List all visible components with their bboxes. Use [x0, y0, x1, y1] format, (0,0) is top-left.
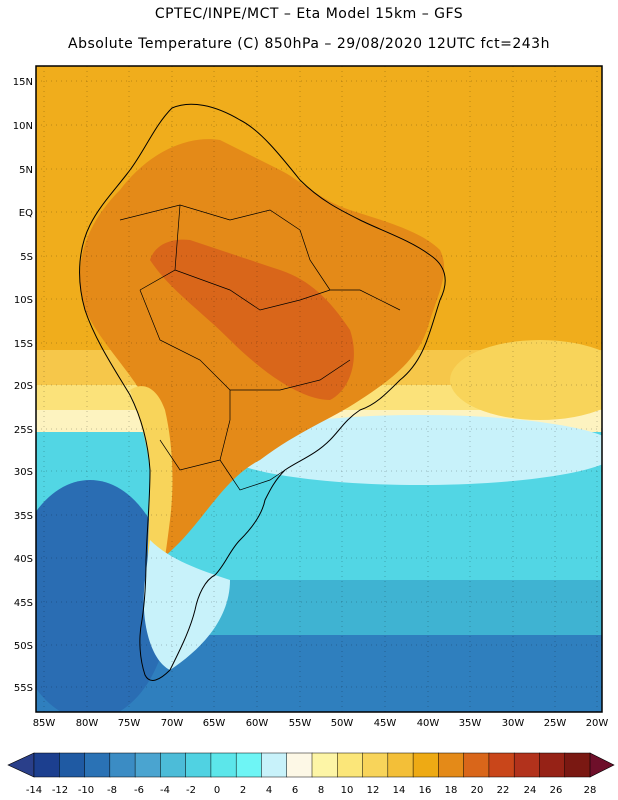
color-bar-swatch [185, 752, 212, 778]
andes-cool-strip [130, 386, 173, 600]
lat-label: 20S [14, 381, 33, 392]
color-bar-swatch [488, 752, 515, 778]
legend-tick: 26 [550, 785, 563, 796]
lon-label: 80W [76, 718, 99, 729]
color-bar-under-arrow [7, 752, 35, 778]
color-bar-legend: -14 -12 -10 -8 -6 -4 -2 0 2 4 6 8 10 12 … [7, 752, 615, 796]
lon-label: 60W [246, 718, 269, 729]
lon-label: 75W [118, 718, 141, 729]
legend-tick: 0 [214, 785, 220, 796]
color-bar-swatch [362, 752, 389, 778]
lat-label: 50S [14, 641, 33, 652]
color-bar-boxes [33, 752, 591, 778]
lat-label: 5S [20, 252, 33, 263]
legend-tick: 22 [497, 785, 510, 796]
legend-tick: 14 [393, 785, 406, 796]
legend-tick: 12 [367, 785, 380, 796]
lon-label: 65W [203, 718, 226, 729]
lat-label: 10S [14, 295, 33, 306]
legend-tick: 10 [341, 785, 354, 796]
south-america-outline [79, 103, 446, 681]
color-bar-swatch [286, 752, 313, 778]
legend-tick: -2 [186, 785, 196, 796]
lat-label: 25S [14, 425, 33, 436]
lat-label: 45S [14, 598, 33, 609]
color-bar-swatch [463, 752, 490, 778]
color-bar-over-arrow [589, 752, 615, 778]
lon-label: 45W [374, 718, 397, 729]
lat-label: 40S [14, 554, 33, 565]
lat-label: EQ [19, 208, 33, 219]
legend-tick: 18 [445, 785, 458, 796]
color-bar-swatch [337, 752, 364, 778]
legend-tick: -10 [78, 785, 94, 796]
color-bar-swatch [33, 752, 60, 778]
lat-label: 30S [14, 467, 33, 478]
lon-label: 35W [459, 718, 482, 729]
color-bar-swatch [210, 752, 237, 778]
color-bar-swatch [564, 752, 591, 778]
legend-tick: 16 [419, 785, 432, 796]
legend-tick: 6 [292, 785, 298, 796]
color-bar-swatch [59, 752, 86, 778]
map-title-line2: Absolute Temperature (C) 850hPa – 29/08/… [68, 36, 550, 52]
field-light-cyan-zone [220, 415, 602, 485]
longitude-axis: 85W 80W 75W 70W 65W 60W 55W 50W 45W 40W … [33, 718, 609, 729]
color-bar-swatch [261, 752, 288, 778]
color-bar-swatch [513, 752, 540, 778]
lon-label: 85W [33, 718, 56, 729]
color-bar-swatch [160, 752, 187, 778]
lon-label: 20W [586, 718, 609, 729]
legend-tick: 2 [240, 785, 246, 796]
lat-label: 15N [13, 77, 33, 88]
latitude-axis: 15N 10N 5N EQ 5S 10S 15S 20S 25S 30S 35S… [13, 77, 33, 694]
color-bar-swatch [412, 752, 439, 778]
temperature-map: 15N 10N 5N EQ 5S 10S 15S 20S 25S 30S 35S… [13, 65, 609, 729]
legend-tick: 4 [266, 785, 272, 796]
lon-label: 25W [544, 718, 567, 729]
legend-tick: -4 [160, 785, 170, 796]
legend-tick: 24 [524, 785, 537, 796]
legend-tick: -12 [52, 785, 68, 796]
color-bar-swatch [109, 752, 136, 778]
color-bar-swatch [387, 752, 414, 778]
country-borders [119, 204, 401, 491]
color-bar-swatch [134, 752, 161, 778]
lon-label: 30W [502, 718, 525, 729]
map-title-line1: CPTEC/INPE/MCT – Eta Model 15km – GFS [154, 6, 464, 22]
legend-tick: 20 [471, 785, 484, 796]
lon-label: 50W [331, 718, 354, 729]
lat-label: 55S [14, 683, 33, 694]
lat-label: 35S [14, 511, 33, 522]
lon-label: 70W [161, 718, 184, 729]
legend-tick: 8 [318, 785, 324, 796]
legend-tick: -6 [134, 785, 144, 796]
field-warm-pocket [450, 340, 602, 420]
color-bar-ticks: -14 -12 -10 -8 -6 -4 -2 0 2 4 6 8 10 12 … [26, 785, 597, 796]
lat-label: 15S [14, 339, 33, 350]
color-bar-swatch [235, 752, 262, 778]
lat-label: 5N [19, 165, 33, 176]
legend-tick: 28 [584, 785, 597, 796]
lon-label: 55W [289, 718, 312, 729]
map-frame [35, 65, 603, 713]
field-cold-pocket [36, 480, 170, 712]
color-bar-swatch [311, 752, 338, 778]
patagonia-cool-field [143, 540, 230, 670]
lon-label: 40W [417, 718, 440, 729]
legend-tick: -8 [107, 785, 117, 796]
color-bar-swatch [539, 752, 566, 778]
lat-label: 10N [13, 121, 33, 132]
legend-tick: -14 [26, 785, 42, 796]
color-bar-swatch [84, 752, 111, 778]
color-bar-swatch [438, 752, 465, 778]
